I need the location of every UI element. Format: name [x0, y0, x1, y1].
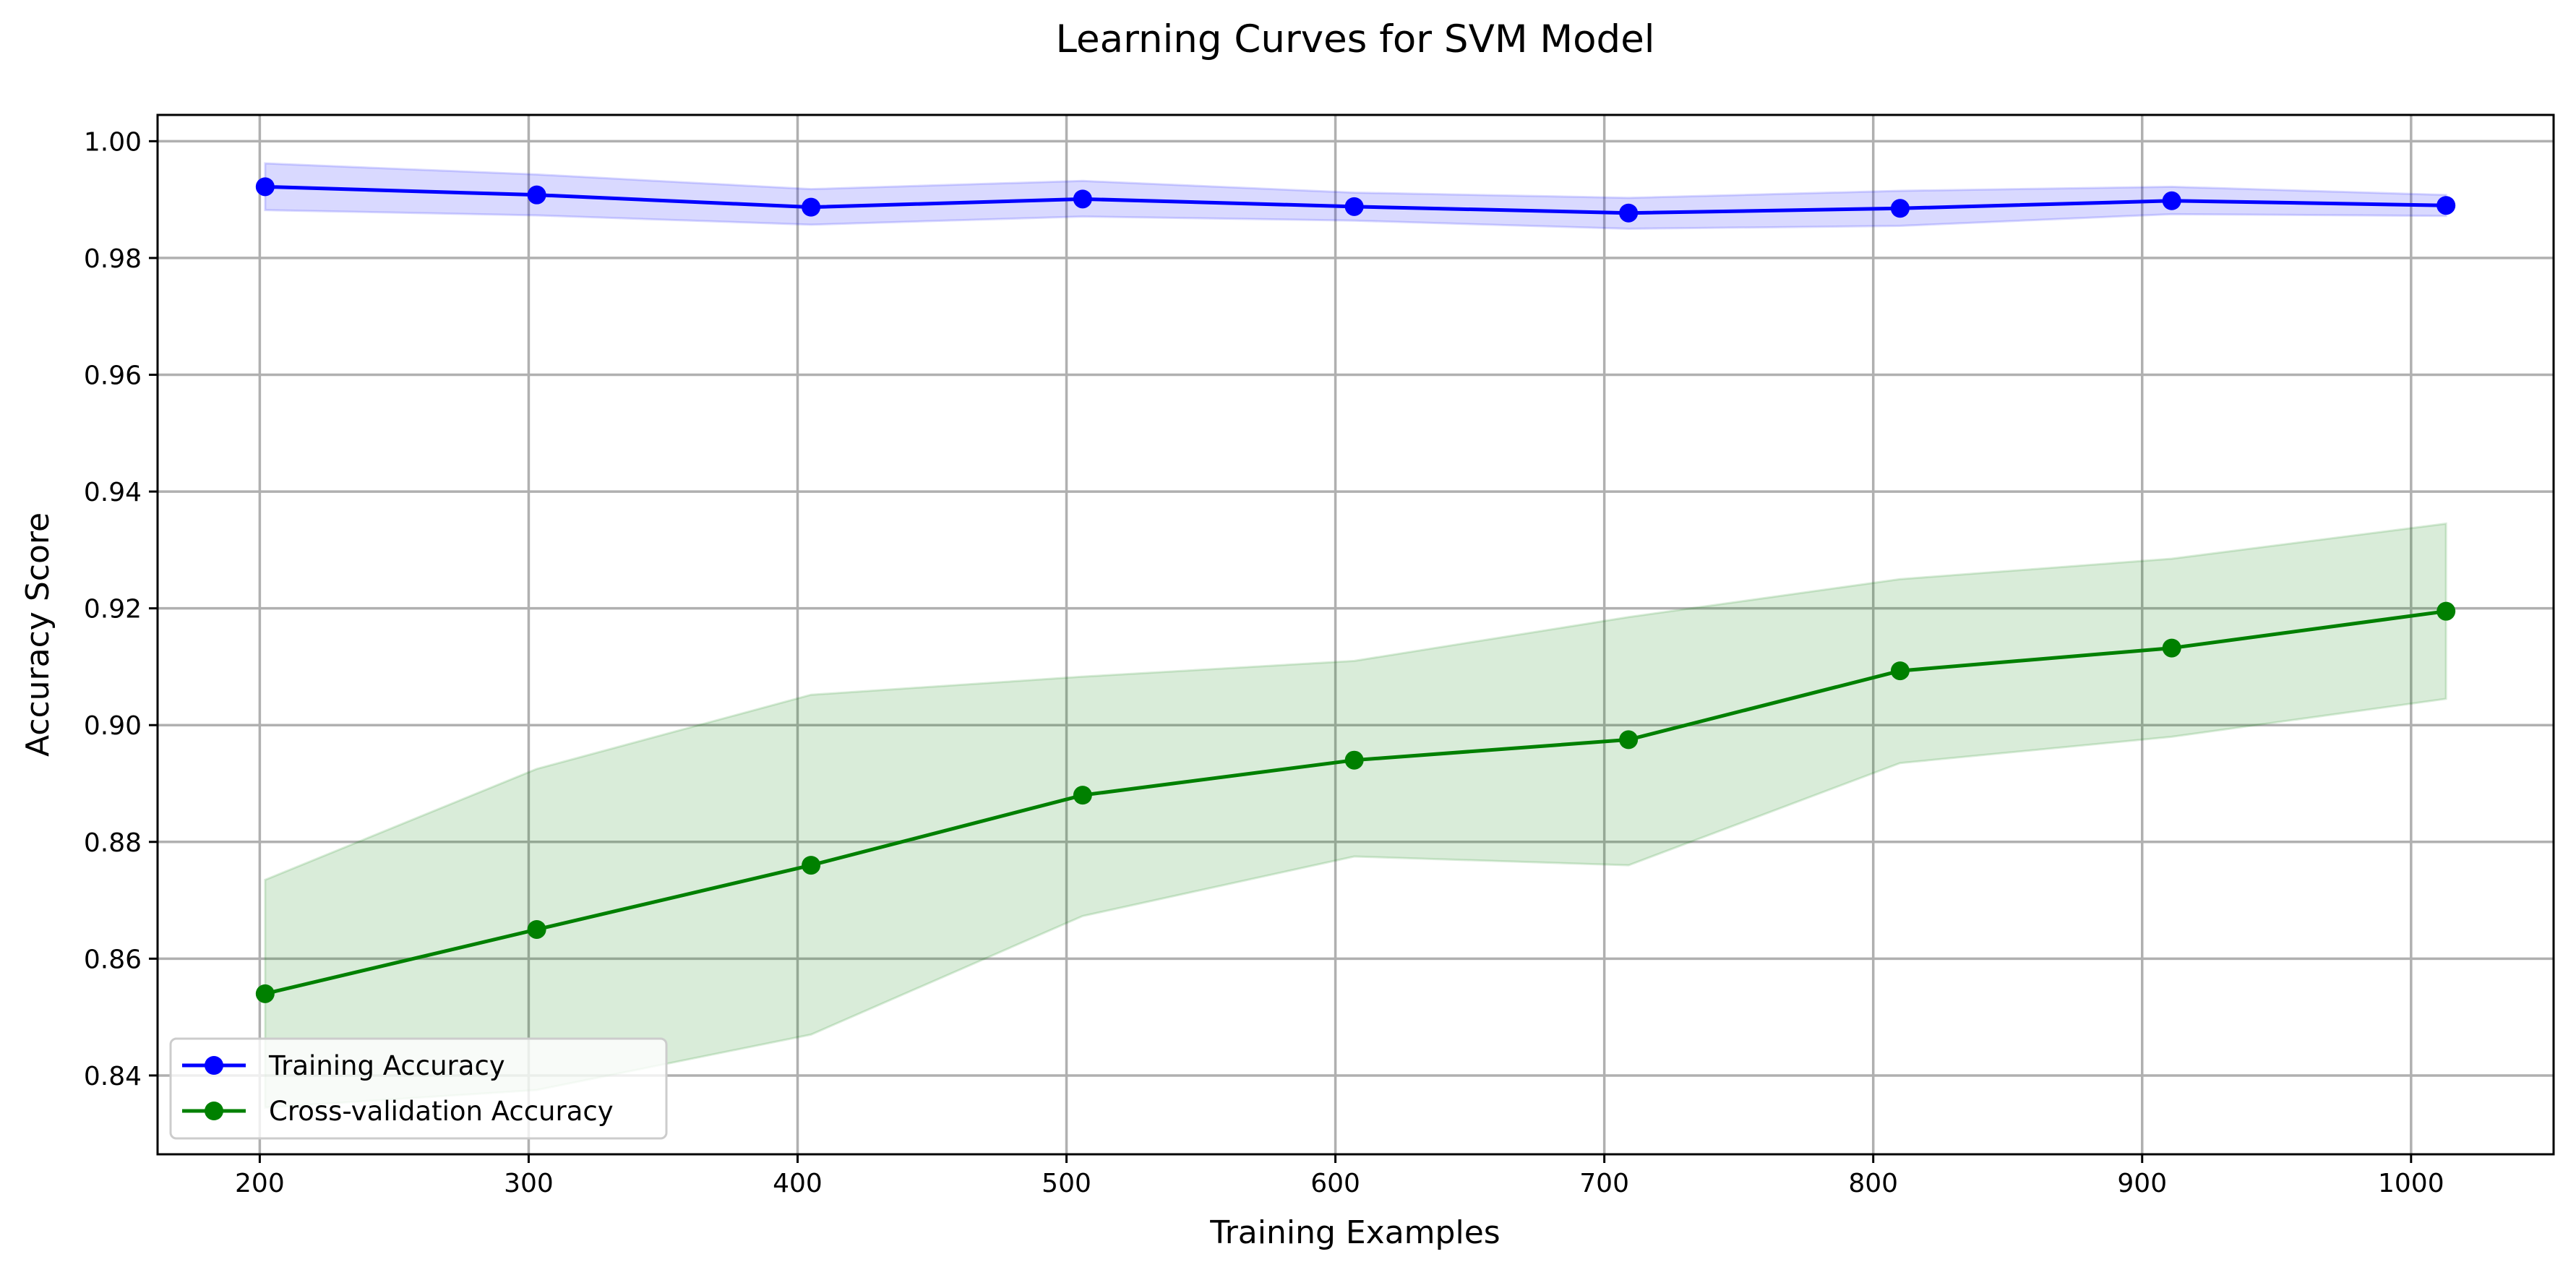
legend-marker-cross-validation	[205, 1102, 223, 1120]
x-tick-label-7: 900	[2117, 1169, 2167, 1198]
x-tick-label-4: 600	[1310, 1169, 1360, 1198]
y-axis-ticks: 0.84 0.86 0.88 0.90 0.92 0.94 0.96 0.98 1.00	[84, 127, 158, 1091]
legend-label-cross-validation: Cross-validation Accuracy	[269, 1096, 614, 1127]
y-tick-label-0: 0.84	[84, 1062, 142, 1091]
point-cross-validation-1	[527, 919, 546, 939]
point-training-5	[1619, 203, 1639, 223]
chart-title: Learning Curves for SVM Model	[1055, 17, 1654, 61]
legend: Training Accuracy Cross-validation Accur…	[169, 1037, 668, 1140]
point-cross-validation-0	[255, 984, 275, 1003]
y-tick-label-5: 0.94	[84, 478, 142, 507]
y-tick-label-7: 0.98	[84, 244, 142, 274]
point-cross-validation-5	[1619, 730, 1639, 750]
y-axis-label: Accuracy Score	[20, 512, 56, 757]
x-tick-label-0: 200	[235, 1169, 285, 1198]
x-tick-label-3: 500	[1042, 1169, 1091, 1198]
x-tick-label-5: 700	[1579, 1169, 1629, 1198]
y-tick-label-4: 0.92	[84, 595, 142, 624]
x-axis-label: Training Examples	[1209, 1214, 1500, 1251]
point-training-1	[527, 185, 546, 205]
series-markers	[255, 177, 2456, 1003]
y-tick-label-1: 0.86	[84, 945, 142, 974]
point-cross-validation-3	[1073, 786, 1092, 805]
x-tick-label-2: 400	[773, 1169, 823, 1198]
x-tick-label-1: 300	[504, 1169, 554, 1198]
y-tick-label-3: 0.90	[84, 711, 142, 741]
point-training-2	[802, 197, 821, 217]
point-training-6	[1890, 199, 1910, 218]
y-tick-label-6: 0.96	[84, 361, 142, 391]
point-training-3	[1073, 189, 1092, 209]
x-tick-label-8: 1000	[2378, 1169, 2444, 1198]
point-cross-validation-2	[802, 856, 821, 875]
legend-marker-training	[205, 1056, 223, 1075]
x-axis-ticks: 200 300 400 500 600 700 800 900 1000	[235, 1154, 2444, 1198]
x-tick-label-6: 800	[1848, 1169, 1898, 1198]
legend-box	[169, 1037, 668, 1140]
plot-frame	[156, 113, 2555, 1156]
point-training-4	[1344, 197, 1364, 216]
y-tick-label-2: 0.88	[84, 828, 142, 858]
point-training-8	[2437, 196, 2456, 215]
legend-label-training: Training Accuracy	[268, 1050, 505, 1081]
point-cross-validation-4	[1344, 750, 1364, 770]
y-tick-label-8: 1.00	[84, 127, 142, 157]
point-cross-validation-8	[2437, 601, 2456, 621]
point-cross-validation-7	[2162, 638, 2181, 658]
point-training-0	[255, 177, 275, 197]
grid-lines	[158, 115, 2554, 1154]
point-training-7	[2162, 191, 2181, 210]
point-cross-validation-6	[1890, 661, 1910, 681]
